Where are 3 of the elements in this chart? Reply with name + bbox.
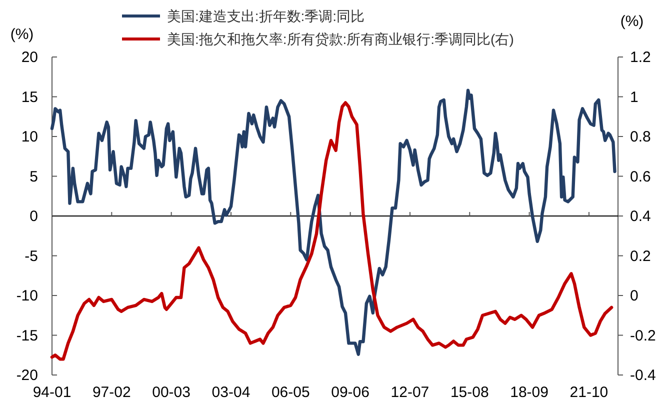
legend-label: 美国:建造支出:折年数:季调:同比 — [167, 8, 365, 24]
y2label: (%) — [620, 13, 644, 30]
ylabel: (%) — [10, 26, 34, 43]
